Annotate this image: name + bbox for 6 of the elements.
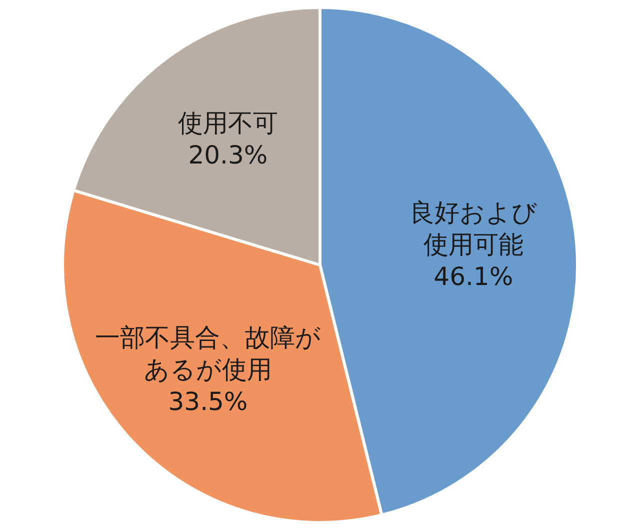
slice-label: 使用不可 bbox=[178, 108, 278, 138]
slice-label: 良好および使用可能 bbox=[409, 198, 538, 259]
data-label: 33.5% bbox=[168, 386, 248, 416]
data-label: 20.3% bbox=[188, 140, 268, 170]
data-label: 46.1% bbox=[434, 262, 514, 291]
slice-label: 一部不具合、故障があるが使用 bbox=[94, 322, 321, 384]
